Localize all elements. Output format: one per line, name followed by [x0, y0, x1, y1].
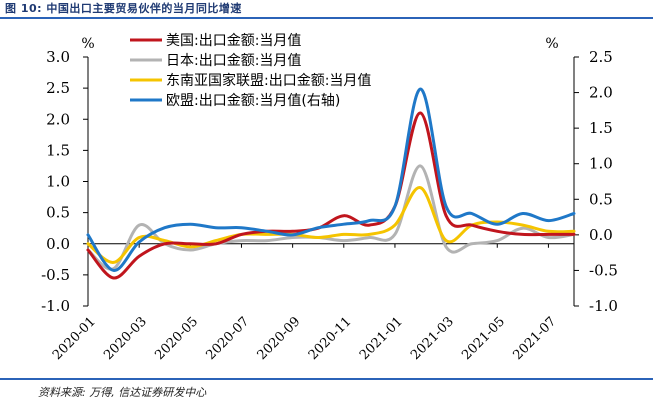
top-rule — [0, 17, 653, 19]
source-note: 资料来源: 万得, 信达证券研发中心 — [38, 386, 207, 399]
left-tick-label: 0.0 — [46, 235, 70, 253]
right-tick-label: 0.0 — [589, 226, 613, 244]
left-tick-label: 1.5 — [46, 141, 70, 159]
x-tick-label: 2020-07 — [203, 314, 252, 363]
legend-label-japan: 日本:出口金额:当月值 — [166, 53, 301, 69]
left-tick-label: 0.5 — [46, 204, 70, 222]
legend-label-us: 美国:出口金额:当月值 — [166, 33, 301, 49]
series-line-asean — [86, 186, 576, 264]
left-tick-label: 2.0 — [46, 110, 70, 128]
right-tick-label: 1.0 — [589, 155, 613, 173]
left-tick-label: 3.0 — [46, 48, 70, 66]
x-tick-label: 2020-01 — [50, 314, 99, 363]
x-tick-label: 2021-03 — [408, 314, 457, 363]
left-tick-label: -0.5 — [41, 266, 70, 284]
right-tick-label: 2.5 — [589, 48, 613, 66]
chart-legend: 美国:出口金额:当月值日本:出口金额:当月值东南亚国家联盟:出口金额:当月值欧盟… — [130, 33, 371, 109]
x-tick-label: 2020-09 — [255, 314, 304, 363]
x-tick-label: 2020-11 — [306, 314, 355, 363]
bottom-rule — [0, 378, 653, 380]
right-tick-label: 2.0 — [589, 84, 613, 102]
series-line-us — [86, 111, 576, 280]
left-tick-label: -1.0 — [41, 297, 70, 315]
figure-title: 图 10: 中国出口主要贸易伙伴的当月同比增速 — [5, 2, 242, 15]
right-tick-label: 0.5 — [589, 190, 613, 208]
x-tick-label: 2020-03 — [101, 314, 150, 363]
x-tick-label: 2020-05 — [152, 314, 201, 363]
right-tick-label: -0.5 — [589, 261, 618, 279]
series-line-eu — [86, 87, 576, 272]
right-tick-label: -1.0 — [589, 297, 618, 315]
chart-axes: 3.0 2.5 2.0 1.5 1.0 0.5 0.0 -0.5 -1.0% 2.5 2.0 1.5 1… — [41, 36, 618, 363]
left-tick-label: 2.5 — [46, 79, 70, 97]
x-tick-label: 2021-01 — [357, 314, 406, 363]
right-axis-unit: % — [545, 36, 558, 52]
x-tick-label: 2021-07 — [510, 314, 559, 363]
left-tick-label: 1.0 — [46, 173, 70, 191]
legend-label-asean: 东南亚国家联盟:出口金额:当月值 — [166, 72, 371, 89]
x-tick-label: 2021-05 — [459, 314, 508, 363]
legend-label-eu: 欧盟:出口金额:当月值(右轴) — [166, 93, 340, 109]
chart-series — [86, 87, 576, 280]
left-axis-unit: % — [81, 36, 94, 52]
series-line-japan — [86, 164, 576, 271]
right-tick-label: 1.5 — [589, 119, 613, 137]
